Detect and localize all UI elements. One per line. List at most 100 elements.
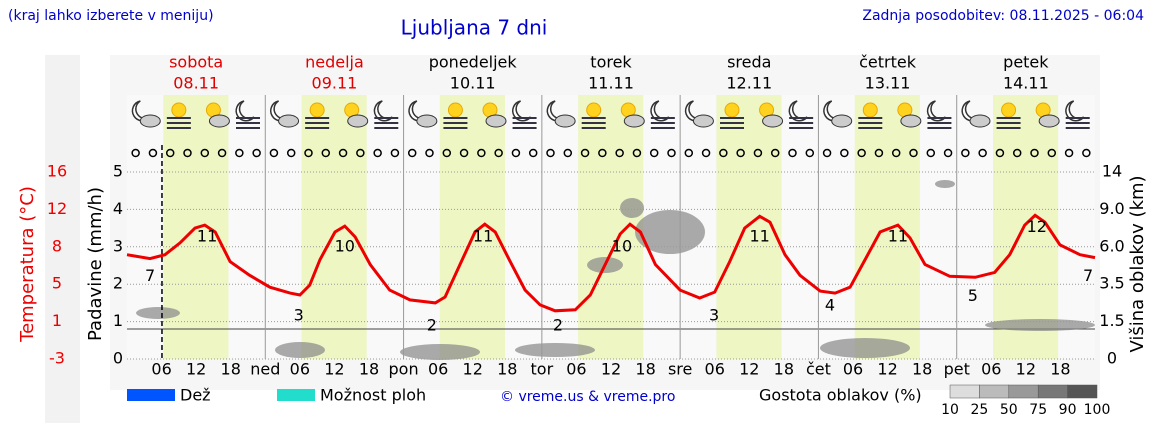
wind-calm <box>580 148 590 158</box>
cloud-blob <box>985 319 1095 331</box>
wind-calm <box>995 148 1005 158</box>
wind-calm <box>442 148 452 158</box>
legend-swatch <box>127 389 175 401</box>
wind-calm <box>528 148 538 158</box>
temp-label: 4 <box>825 296 835 315</box>
x-tick-label: 12 <box>463 360 483 379</box>
y-tick-label: 0 <box>113 349 123 368</box>
wind-calm <box>684 148 694 158</box>
wind-calm <box>390 148 400 158</box>
x-tick-label: 18 <box>497 360 517 379</box>
wind-calm <box>252 148 261 158</box>
x-tick-label: 06 <box>428 360 448 379</box>
cloud-blob <box>620 198 644 218</box>
x-tick-label: 12 <box>739 360 759 379</box>
day-name: torek <box>590 53 632 72</box>
wind-calm <box>632 148 642 158</box>
x-tick-label: 18 <box>359 360 379 379</box>
wind-calm <box>736 148 745 158</box>
wind-calm <box>1047 148 1057 158</box>
wind-calm <box>321 148 331 158</box>
cloud-icon <box>278 114 300 128</box>
temp-label: 3 <box>709 305 719 324</box>
x-tick-label: 06 <box>290 360 310 379</box>
wind-calm <box>719 148 728 158</box>
temp-label: 10 <box>335 237 355 256</box>
cloud-level: 100 <box>1084 402 1111 418</box>
temp-label: 7 <box>1083 266 1093 285</box>
temp-label: 11 <box>888 227 908 246</box>
cloud-icon <box>762 114 784 128</box>
day-date: 10.11 <box>450 74 496 93</box>
y-tick-label: 3 <box>113 236 123 255</box>
wind-calm <box>649 148 659 158</box>
wind-calm <box>183 148 192 158</box>
x-tick-label: 06 <box>151 360 171 379</box>
day-name: četrtek <box>859 53 917 72</box>
y2-tick-label: 14 <box>1102 162 1122 181</box>
wind-calm <box>805 148 815 158</box>
day-date: 09.11 <box>312 74 358 93</box>
x-tick-label: 06 <box>705 360 725 379</box>
wind-calm <box>269 148 279 158</box>
wind-calm <box>874 148 884 158</box>
fog-icon <box>305 117 330 129</box>
x-tick-label: 06 <box>843 360 863 379</box>
wind-calm <box>217 148 227 158</box>
legend-label: Dež <box>180 386 211 405</box>
day-date: 08.11 <box>173 74 219 93</box>
temp-label: 2 <box>553 315 563 334</box>
sun-icon <box>862 102 878 118</box>
fog-icon <box>720 117 744 129</box>
temp-tick-label: 1 <box>52 311 62 330</box>
cloud-icon <box>485 114 507 128</box>
temp-label: 12 <box>1027 217 1047 236</box>
day-name: sobota <box>169 53 223 72</box>
wind-calm <box>1064 148 1074 158</box>
fog-icon <box>512 117 537 129</box>
temp-label: 5 <box>968 286 978 305</box>
cloud-icon <box>692 114 714 128</box>
x-tick-label: 18 <box>912 360 932 379</box>
wind-calm <box>598 148 607 158</box>
wind-calm <box>1082 148 1091 158</box>
cloud-icon <box>139 114 161 128</box>
temp-label: 11 <box>749 227 769 246</box>
x-tick-label: 18 <box>1050 360 1070 379</box>
wind-calm <box>788 148 797 158</box>
x-tick-label: 06 <box>566 360 586 379</box>
fog-icon <box>996 117 1021 129</box>
wind-calm <box>1012 148 1022 158</box>
sun-icon <box>309 102 325 118</box>
cloud-swatch <box>1008 384 1039 399</box>
cloud-swatch <box>979 384 1010 399</box>
wind-calm <box>338 148 348 158</box>
x-tick-label: pon <box>389 360 419 379</box>
cloud-swatch <box>949 384 980 399</box>
y2-tick-label: 3.5 <box>1099 274 1124 293</box>
x-tick-label: ned <box>250 360 280 379</box>
sun-icon <box>724 102 740 118</box>
fog-icon <box>581 117 606 129</box>
temp-label: 11 <box>197 227 217 246</box>
cloud-icon <box>416 114 438 128</box>
sun-icon <box>1001 102 1017 118</box>
wind-calm <box>148 148 158 158</box>
wind-calm <box>926 148 936 158</box>
y-tick-label: 5 <box>113 162 123 181</box>
temp-label: 3 <box>294 305 304 324</box>
fog-icon <box>858 117 883 129</box>
cloud-swatch <box>1067 384 1098 399</box>
wind-calm <box>770 148 780 158</box>
daylight-band <box>854 95 920 359</box>
cloud-blob <box>400 344 480 360</box>
wind-calm <box>200 148 210 158</box>
wind-calm <box>459 148 469 158</box>
fog-icon <box>236 117 260 129</box>
cloud-level: 25 <box>970 402 988 418</box>
cloud-level: 75 <box>1029 402 1047 418</box>
wind-calm <box>753 148 763 158</box>
cloud-swatch <box>1037 384 1068 399</box>
wind-calm <box>407 148 417 158</box>
y-axis-label: Padavine (mm/h) <box>85 187 106 341</box>
